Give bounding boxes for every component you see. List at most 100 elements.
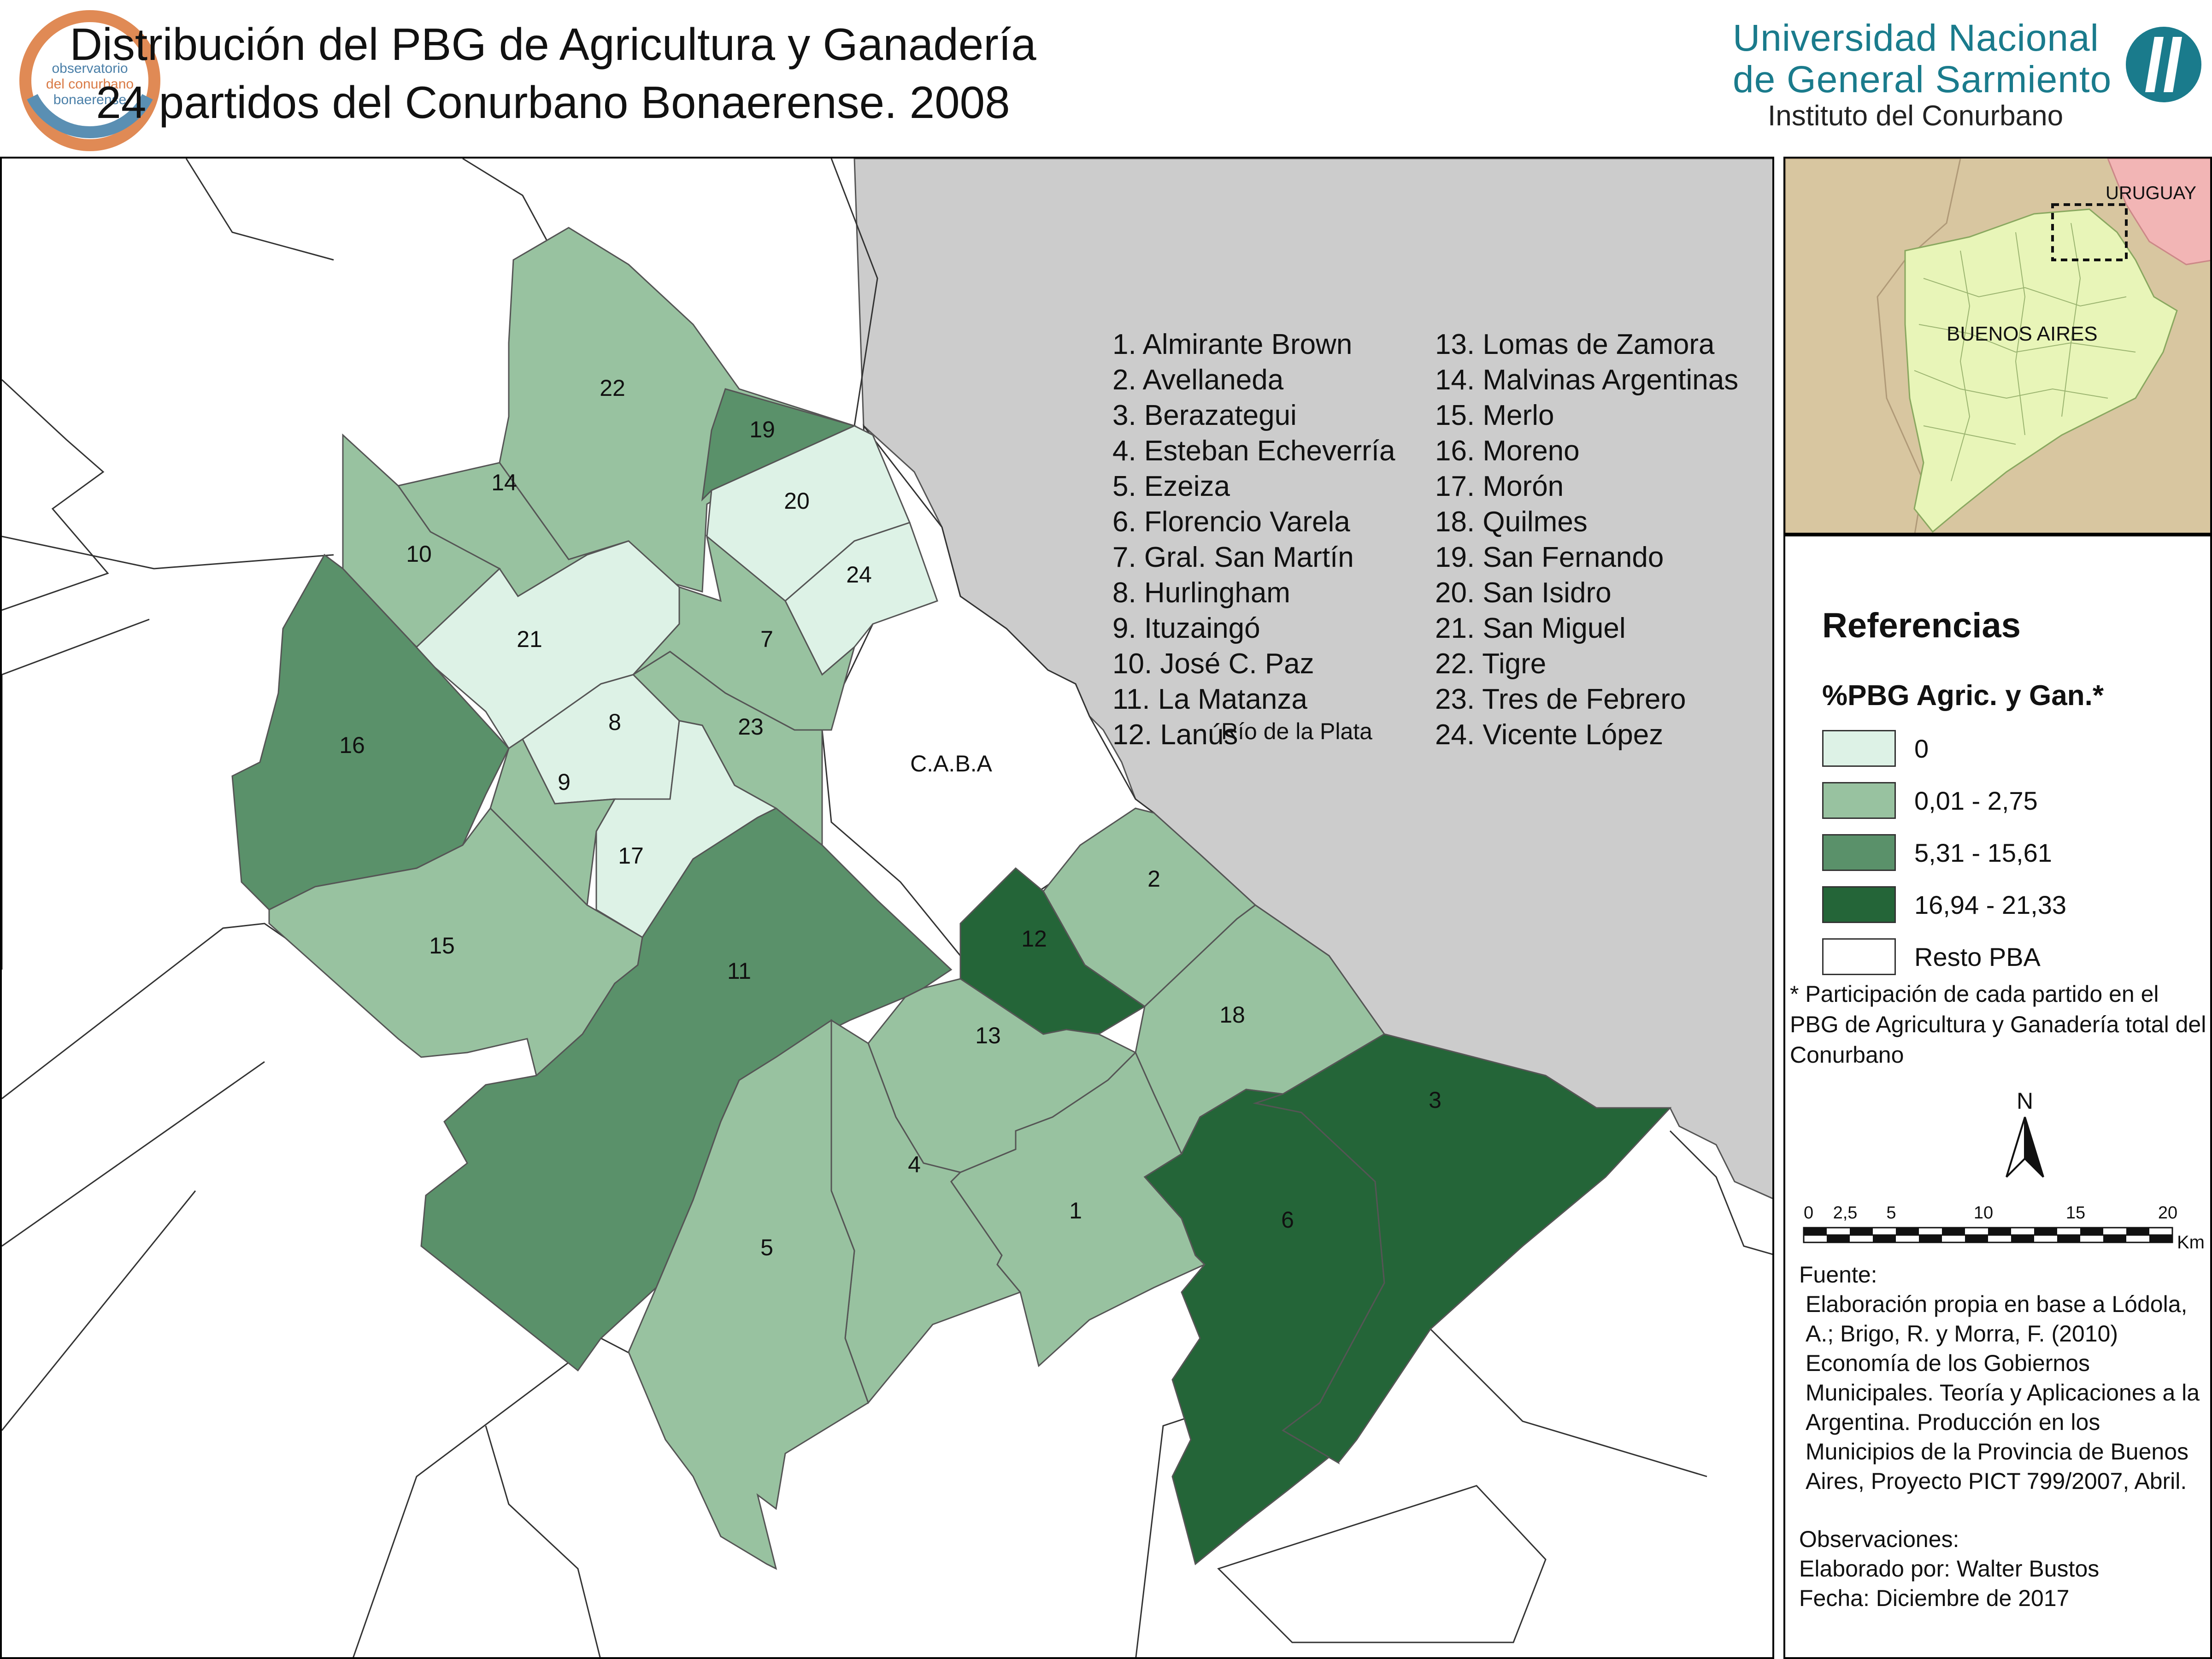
partido-list-item: 12. Lanús	[1112, 719, 1238, 751]
partido-label-21: 21	[517, 626, 542, 652]
partidos-layer	[231, 227, 1672, 1570]
legend-swatch	[1822, 782, 1896, 819]
map-header: observatorio del conurbano bonaerense Di…	[0, 0, 2212, 157]
partido-list-item: 17. Morón	[1435, 471, 1564, 502]
partido-label-8: 8	[608, 709, 621, 735]
partido-list-item: 14. Malvinas Argentinas	[1435, 364, 1739, 396]
logo-text-1: observatorio	[52, 61, 128, 76]
partido-label-1: 1	[1069, 1198, 1082, 1224]
partido-list-item: 10. José C. Paz	[1112, 648, 1314, 680]
partido-label-3: 3	[1429, 1087, 1441, 1113]
partido-list-item: 16. Moreno	[1435, 435, 1580, 467]
source-block: Fuente: Elaboración propia en base a Lód…	[1799, 1260, 2212, 1613]
north-label: N	[2017, 1089, 2033, 1114]
observatorio-logo: observatorio del conurbano bonaerense	[14, 5, 166, 157]
partido-5	[628, 1019, 869, 1570]
main-map: 1 2 3 4 5 6 7 8 9 10 11 12 13 14 15 16 17 18 19 20 21 22 23 24 …	[0, 157, 1774, 1659]
references-title: Referencias	[1822, 606, 2021, 645]
legend-label: 0,01 - 2,75	[1914, 786, 2038, 815]
source-heading: Fuente:	[1799, 1262, 1877, 1288]
partido-label-14: 14	[491, 470, 517, 495]
partido-19	[701, 388, 857, 502]
partido-list-item: 6. Florencio Varela	[1112, 506, 1350, 538]
ungs-logo: Universidad Nacional de General Sarmient…	[1733, 14, 2212, 152]
fecha: Fecha: Diciembre de 2017	[1799, 1585, 2070, 1611]
legend-label: 0	[1914, 734, 1929, 763]
partido-list-item: 15. Merlo	[1435, 400, 1554, 431]
legend-swatch	[1822, 730, 1896, 767]
scale-tick-label: 10	[1974, 1203, 1993, 1223]
partido-list-item: 11. La Matanza	[1112, 683, 1307, 715]
partido-label-13: 13	[975, 1023, 1001, 1048]
buenos-aires-province	[1904, 208, 2178, 533]
partido-list-item: 2. Avellaneda	[1112, 364, 1284, 396]
partidos-list-col2: 13. Lomas de Zamora 14. Malvinas Argentin…	[1435, 327, 1738, 753]
partido-label-20: 20	[784, 488, 810, 514]
references-subtitle: %PBG Agric. y Gan.*	[1822, 680, 2104, 712]
logo-text-3: bonaerense	[53, 92, 126, 107]
logo-text-2: del conurbano	[46, 76, 134, 92]
partido-list-item: 18. Quilmes	[1435, 506, 1588, 538]
partido-label-16: 16	[339, 732, 365, 758]
partido-3	[1253, 1033, 1672, 1464]
partido-6	[1143, 1088, 1385, 1565]
partido-label-22: 22	[600, 375, 625, 401]
north-arrow-icon	[2006, 1117, 2026, 1178]
partido-label-11: 11	[727, 958, 751, 984]
ungs-mark-icon	[2118, 18, 2210, 111]
scale-unit: Km.	[2177, 1232, 2205, 1253]
conurbano-extent-box	[2051, 203, 2128, 261]
map-title-line1: Distribución del PBG de Agricultura y Ga…	[70, 19, 1036, 70]
partido-label-17: 17	[618, 843, 644, 869]
elaborado-por: Elaborado por: Walter Bustos	[1799, 1556, 2100, 1582]
partido-list-item: 7. Gral. San Martín	[1112, 541, 1354, 573]
partido-list-item: 21. San Miguel	[1435, 612, 1626, 644]
partido-label-23: 23	[738, 714, 764, 740]
partido-list-item: 23. Tres de Febrero	[1435, 683, 1686, 715]
partido-list-item: 9. Ituzaingó	[1112, 612, 1260, 644]
partido-label-7: 7	[760, 626, 773, 652]
partido-label-6: 6	[1281, 1207, 1294, 1233]
partido-label-10: 10	[406, 541, 432, 567]
partido-list-item: 19. San Fernando	[1435, 541, 1664, 573]
partido-label-18: 18	[1219, 1002, 1245, 1028]
map-title-line2: 24 partidos del Conurbano Bonaerense. 20…	[96, 77, 1010, 128]
observaciones-heading: Observaciones:	[1799, 1526, 1959, 1552]
buenos-aires-label: BUENOS AIRES	[1947, 323, 2098, 345]
scale-tick-label: 5	[1886, 1203, 1896, 1223]
uruguay-area	[2107, 159, 2210, 265]
partido-label-19: 19	[749, 417, 775, 442]
partido-label-5: 5	[760, 1235, 773, 1260]
legend-swatch	[1822, 938, 1896, 975]
partido-list-item: 3. Berazategui	[1112, 400, 1297, 431]
university-name-line2: de General Sarmiento	[1733, 59, 2112, 100]
river-label: Río de la Plata	[1221, 718, 1372, 744]
scale-tick-label: 0	[1804, 1203, 1813, 1223]
partido-list-item: 13. Lomas de Zamora	[1435, 329, 1715, 360]
caba-label: C.A.B.A	[910, 751, 992, 777]
references-note: * Participación de cada partido en el PB…	[1790, 981, 2206, 1068]
partido-label-12: 12	[1021, 926, 1047, 952]
partido-list-item: 20. San Isidro	[1435, 577, 1612, 609]
uruguay-label: URUGUAY	[2106, 183, 2196, 203]
partido-list-item: 24. Vicente López	[1435, 719, 1664, 751]
scale-tick-label: 15	[2066, 1203, 2085, 1223]
location-inset-map: URUGUAY BUENOS AIRES	[1783, 157, 2212, 535]
partido-label-9: 9	[558, 769, 571, 795]
scale-tick-label: 2,5	[1833, 1203, 1858, 1223]
partido-label-2: 2	[1147, 866, 1160, 892]
partido-list-item: 8. Hurlingham	[1112, 577, 1290, 609]
scale-bar: 0 2,5 5 10 15 20 Km.	[1799, 1191, 2210, 1255]
legend-swatch	[1822, 886, 1896, 923]
partido-label-24: 24	[846, 562, 872, 588]
partidos-list-col1: 1. Almirante Brown 2. Avellaneda 3. Beraza…	[1112, 327, 1395, 753]
legend-label: Resto PBA	[1914, 942, 2041, 971]
scale-tick-label: 20	[2158, 1203, 2177, 1223]
references-panel: Referencias %PBG Agric. y Gan.* 0 0,01 - …	[1783, 535, 2212, 1659]
source-text: Elaboración propia en base a Lódola, A.;…	[1806, 1291, 2200, 1494]
university-name-line1: Universidad Nacional	[1733, 17, 2099, 59]
partido-2	[1042, 807, 1257, 1007]
partido-list-item: 22. Tigre	[1435, 648, 1547, 680]
partido-list-item: 1. Almirante Brown	[1112, 329, 1353, 360]
legend-label: 5,31 - 15,61	[1914, 838, 2052, 867]
